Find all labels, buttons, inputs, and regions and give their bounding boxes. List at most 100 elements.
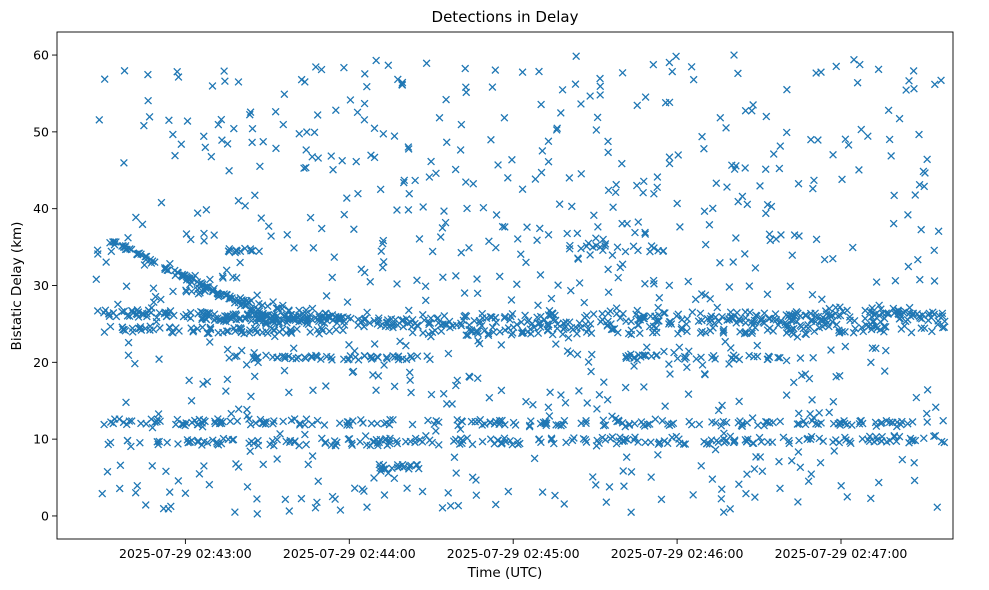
detection-point-578 bbox=[551, 316, 560, 325]
detection-point-1326 bbox=[525, 422, 534, 431]
detection-point-1496 bbox=[886, 436, 894, 445]
detection-point-382 bbox=[300, 314, 309, 323]
detection-point-1882 bbox=[243, 411, 252, 420]
detection-point-2047 bbox=[794, 498, 802, 506]
detection-point-1383 bbox=[413, 276, 421, 285]
detection-point-1909 bbox=[689, 75, 698, 84]
detection-point-1602 bbox=[740, 250, 749, 258]
detection-point-1954 bbox=[199, 380, 207, 388]
detection-point-1816 bbox=[863, 132, 872, 141]
detection-point-901 bbox=[675, 439, 684, 448]
detection-point-1512 bbox=[910, 476, 919, 485]
detection-point-1352 bbox=[103, 467, 112, 476]
detection-point-1094 bbox=[878, 418, 886, 427]
detection-point-1069 bbox=[302, 415, 311, 424]
detection-point-686 bbox=[634, 321, 643, 330]
detection-point-1456 bbox=[816, 458, 825, 467]
detection-point-1840 bbox=[236, 258, 244, 267]
detection-point-1829 bbox=[767, 202, 776, 211]
detection-point-1872 bbox=[825, 408, 834, 417]
detection-point-1418 bbox=[814, 136, 822, 144]
detection-point-1164 bbox=[301, 354, 310, 363]
detection-point-1212 bbox=[231, 352, 239, 361]
detection-point-1992 bbox=[832, 62, 841, 71]
detection-point-1515 bbox=[766, 236, 775, 245]
detection-point-1623 bbox=[922, 409, 931, 418]
detection-point-1761 bbox=[504, 487, 513, 496]
detection-point-1984 bbox=[314, 154, 323, 162]
detection-point-1275 bbox=[191, 271, 200, 280]
detection-point-705 bbox=[573, 329, 581, 338]
y-tick-label-3: 30 bbox=[33, 278, 49, 293]
detection-point-600 bbox=[651, 317, 660, 326]
detection-point-1641 bbox=[819, 313, 827, 322]
detection-point-1112 bbox=[300, 420, 309, 429]
detection-point-1682 bbox=[930, 246, 939, 255]
detection-point-1708 bbox=[552, 420, 560, 429]
detection-point-2014 bbox=[592, 234, 600, 243]
detection-point-1205 bbox=[673, 354, 682, 363]
detection-point-2056 bbox=[649, 276, 658, 285]
detection-point-1433 bbox=[313, 111, 322, 119]
detection-point-742 bbox=[881, 322, 890, 331]
detection-point-1855 bbox=[457, 248, 466, 257]
detection-point-1313 bbox=[605, 483, 614, 491]
detection-point-734 bbox=[523, 328, 532, 336]
detection-point-264 bbox=[226, 294, 234, 303]
detection-point-1813 bbox=[913, 255, 922, 264]
detection-point-1530 bbox=[415, 235, 424, 243]
detection-point-1564 bbox=[259, 460, 268, 469]
detection-point-230 bbox=[106, 322, 115, 331]
detection-point-307 bbox=[302, 306, 310, 315]
detection-point-1767 bbox=[187, 396, 196, 405]
y-tick-label-6: 60 bbox=[33, 48, 49, 63]
detection-point-1699 bbox=[634, 218, 643, 226]
detection-point-1950 bbox=[438, 224, 447, 232]
detection-point-2017 bbox=[560, 500, 569, 508]
detection-point-917 bbox=[411, 438, 419, 447]
detection-point-516 bbox=[523, 318, 532, 326]
detection-point-1805 bbox=[396, 337, 404, 346]
detection-point-1860 bbox=[234, 405, 243, 413]
detection-point-593 bbox=[540, 315, 549, 324]
detection-point-379 bbox=[261, 318, 270, 326]
detection-point-929 bbox=[846, 439, 855, 448]
detection-point-1563 bbox=[790, 231, 799, 239]
detection-point-1827 bbox=[246, 447, 255, 456]
detection-point-1283 bbox=[861, 306, 870, 315]
detection-point-555 bbox=[622, 317, 630, 326]
detection-point-1585 bbox=[596, 74, 604, 83]
detection-point-1694 bbox=[832, 372, 841, 381]
detection-point-2040 bbox=[668, 67, 677, 76]
detection-point-314 bbox=[319, 315, 328, 323]
detection-point-1625 bbox=[892, 422, 901, 431]
detection-point-791 bbox=[549, 439, 558, 448]
detection-point-1132 bbox=[685, 417, 694, 426]
detection-point-1150 bbox=[413, 352, 422, 361]
detection-point-1241 bbox=[659, 247, 667, 256]
detection-point-1593 bbox=[461, 83, 470, 92]
detection-point-1900 bbox=[390, 474, 399, 483]
detection-point-1918 bbox=[565, 174, 574, 182]
detection-point-1513 bbox=[872, 278, 881, 286]
detection-point-1128 bbox=[640, 422, 649, 430]
detection-point-2004 bbox=[92, 275, 101, 284]
detection-point-1561 bbox=[487, 135, 495, 144]
detection-point-692 bbox=[652, 328, 661, 337]
detection-point-1726 bbox=[332, 325, 341, 334]
detection-point-706 bbox=[608, 325, 617, 334]
detection-point-1405 bbox=[473, 374, 482, 383]
detection-point-809 bbox=[582, 438, 591, 446]
detection-point-1821 bbox=[398, 81, 407, 89]
detection-point-1873 bbox=[558, 85, 567, 94]
detection-point-1975 bbox=[131, 488, 140, 497]
detection-point-1746 bbox=[700, 207, 709, 216]
detection-point-1285 bbox=[882, 309, 891, 318]
detection-point-1731 bbox=[661, 98, 670, 107]
detection-point-1753 bbox=[544, 403, 553, 412]
detection-point-1442 bbox=[555, 200, 564, 209]
detection-point-1356 bbox=[592, 126, 601, 134]
detection-point-381 bbox=[315, 313, 324, 321]
detection-point-1737 bbox=[666, 370, 674, 378]
detection-point-1700 bbox=[93, 307, 102, 315]
